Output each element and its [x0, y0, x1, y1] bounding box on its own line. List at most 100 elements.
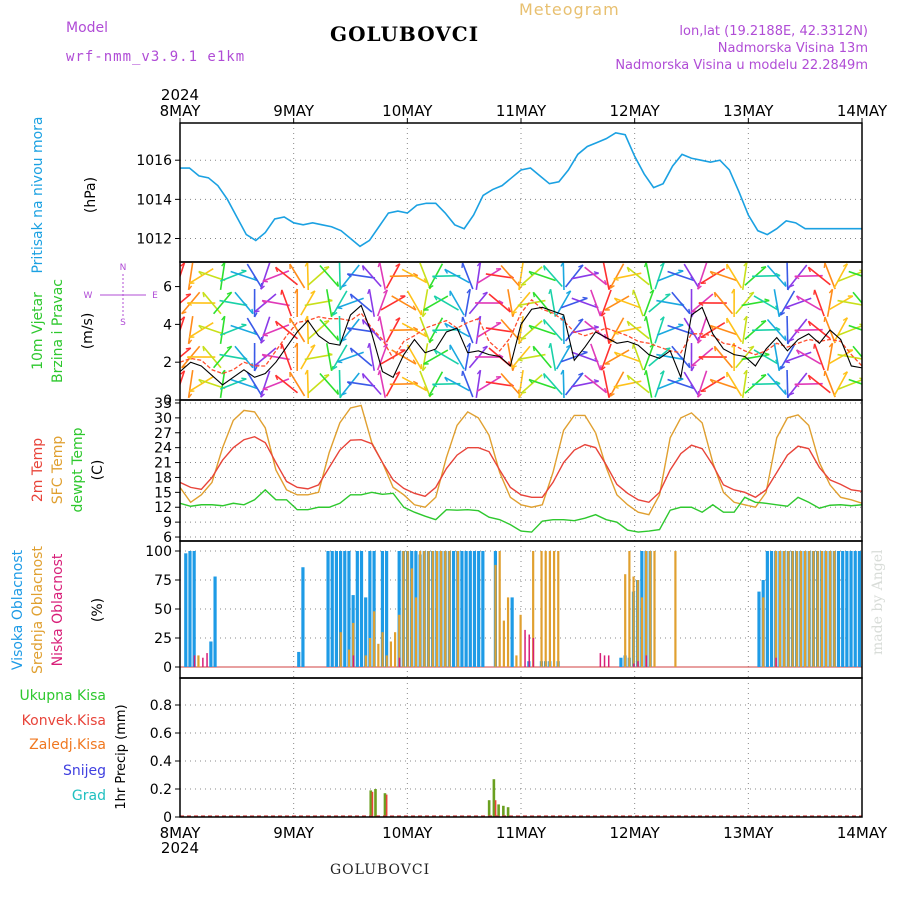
high-cloud-bar	[359, 551, 364, 667]
wind-arrow-head	[186, 302, 193, 307]
wind-arrow	[560, 297, 588, 309]
wind-arrow	[837, 299, 862, 306]
wind-arrow-head	[528, 325, 533, 330]
mid-cloud-bar	[197, 655, 200, 667]
wind-arrow	[784, 351, 812, 363]
wind-arrow-head	[336, 389, 340, 395]
wind-arrow	[338, 315, 341, 345]
wind-arrow	[361, 372, 382, 396]
wind-arrow-head	[294, 342, 298, 348]
wind-arrow	[645, 316, 653, 344]
wind-arrow-head	[180, 370, 185, 375]
x-tick-label-top: 9MAY	[273, 102, 315, 120]
wind-arrow	[584, 374, 608, 394]
wind-arrow	[786, 369, 789, 399]
wind-arrow-head	[748, 345, 755, 349]
wind-arrow	[786, 262, 789, 291]
mid-cloud-bar	[435, 551, 439, 667]
wind-arrow	[304, 299, 333, 307]
wind-arrow	[784, 297, 812, 309]
pressure-axis-title: Pritisak na nivou mora	[30, 116, 46, 273]
wind-arrow	[528, 378, 556, 390]
wind-arrow	[464, 289, 471, 317]
wind-arrow	[307, 266, 330, 286]
wind-arrow-head	[432, 275, 438, 280]
wind-arrow	[683, 263, 700, 289]
wind-arrow	[180, 316, 186, 333]
wind-arrow-head	[760, 374, 767, 377]
low-cloud-bar	[193, 655, 196, 667]
wind-arrow-head	[578, 318, 584, 322]
wind-unit-label: (m/s)	[80, 313, 96, 350]
wind-arrow	[826, 289, 834, 317]
year-label-top: 2024	[161, 86, 199, 104]
wind-arrow	[423, 295, 449, 311]
mid-cloud-bar	[368, 638, 372, 667]
wind-arrow	[848, 378, 862, 385]
wind-arrow	[246, 317, 263, 343]
wind-arrow-head	[251, 308, 254, 314]
wind-arrow-head	[613, 297, 619, 303]
wind-arrow	[500, 318, 521, 342]
wind-arrow	[213, 291, 233, 315]
wind-arrow	[219, 324, 247, 336]
wind-arrow-head	[796, 295, 800, 301]
wind-arrow-head	[807, 375, 812, 381]
mid-cloud-bar	[385, 655, 388, 667]
wind-arrow	[626, 320, 650, 340]
high-cloud-bar	[477, 551, 481, 667]
high-cloud-bar	[836, 551, 841, 667]
wind-arrow-head	[521, 391, 527, 394]
wind-arrow	[656, 378, 684, 390]
wind-arrow	[423, 349, 449, 365]
wind-arrow	[433, 295, 459, 311]
wind-arrow	[230, 378, 258, 390]
wind-arrow	[180, 370, 186, 387]
wind-arrow	[475, 262, 482, 290]
wind-arrow-head	[310, 290, 316, 295]
wind-arrow-head	[872, 277, 875, 281]
y-tick-label: 0.8	[150, 698, 172, 714]
wind-arrow	[700, 376, 726, 392]
wind-arrow	[500, 372, 521, 396]
wind-arrow	[260, 262, 271, 290]
wind-arrow	[476, 376, 502, 392]
wind-arrow-head	[823, 316, 826, 323]
wind-arrow-head	[600, 366, 606, 371]
wind-arrow	[752, 274, 781, 278]
wind-arrow	[848, 324, 862, 331]
mid-cloud-bar	[373, 611, 376, 667]
mid-cloud-bar	[636, 580, 639, 667]
wind-arrow	[555, 344, 572, 370]
wind-arrow	[461, 316, 474, 344]
wind-arrow-head	[498, 299, 504, 304]
wind-arrow-head	[482, 345, 488, 349]
wind-arrow	[518, 262, 524, 290]
low-cloud-bar	[599, 653, 602, 667]
wind-arrow-head	[428, 285, 434, 289]
wind-arrow	[319, 372, 340, 396]
y-tick-label: 12	[154, 500, 172, 516]
footer-station: GOLUBOVCI	[330, 862, 431, 878]
wind-arrow-head	[336, 335, 340, 341]
wind-arrow	[590, 289, 602, 317]
high-cloud-bar	[451, 551, 456, 667]
wind-arrow	[709, 270, 737, 282]
wind-arrow	[461, 262, 474, 290]
high-cloud-bar	[472, 551, 477, 667]
wind-arrow-head	[383, 343, 388, 348]
mid-cloud-bar	[498, 551, 501, 667]
mid-cloud-bar	[381, 632, 384, 667]
wind-arrow-head	[643, 262, 647, 268]
wind-arrow-head	[280, 289, 283, 295]
wind-arrow-head	[521, 337, 527, 340]
wind-arrow	[528, 270, 556, 282]
high-cloud-bar	[841, 551, 845, 667]
high-cloud-bar	[347, 551, 351, 667]
total-precip-bar	[374, 789, 377, 817]
wind-arrow-head	[593, 271, 599, 274]
wind-arrow	[549, 343, 557, 371]
wind-arrow-head	[518, 285, 523, 291]
wind-arrow-head	[578, 264, 584, 268]
high-cloud-bar	[192, 551, 196, 667]
